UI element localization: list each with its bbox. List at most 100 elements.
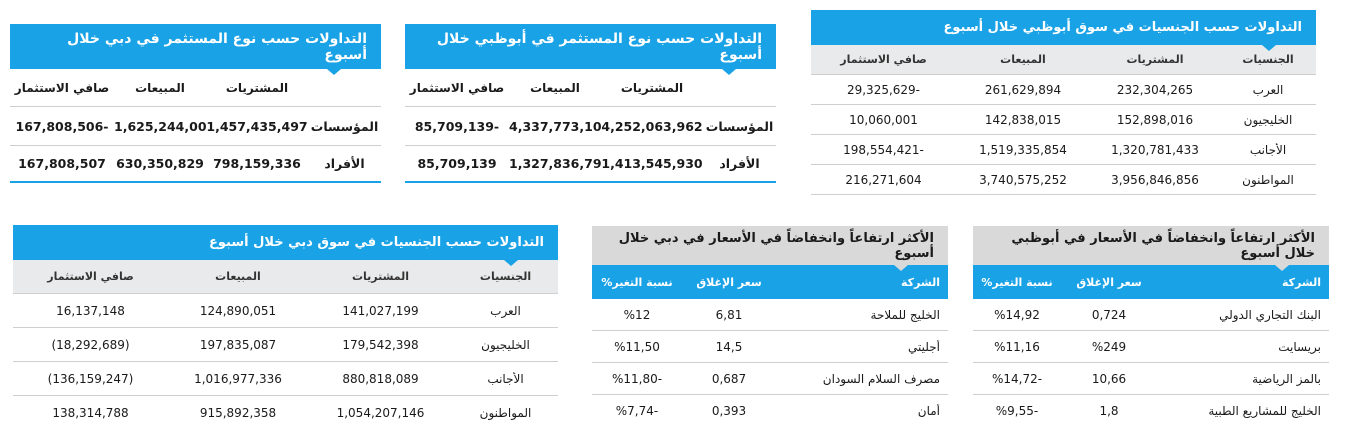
net-cell: 85,709,139: [417, 156, 497, 171]
table-row: أمان 0,393 %7,74-: [592, 395, 948, 427]
col-header: صافي الاستثمار: [14, 80, 110, 95]
table-row: الخليج للملاحة 6,81 %12: [592, 299, 948, 331]
buy-cell: 4,252,063,962: [601, 118, 703, 134]
change-cell: %11,50: [614, 339, 660, 354]
net-cell: 167,808,506-: [15, 118, 109, 134]
change-cell: %9,55-: [995, 404, 1039, 418]
change-cell: %14,92: [994, 307, 1040, 322]
col-header: صافي الاستثمار: [409, 80, 505, 95]
table-title-text: التداولات حسب نوع المستثمر في أبوظبي خلا…: [436, 30, 762, 63]
table-row: الأفراد 798,159,336 630,350,829 167,808,…: [10, 146, 381, 183]
sell-cell: 4,337,773,101: [509, 118, 601, 134]
change-cell: %12: [623, 307, 651, 322]
row-label: المواطنون: [1242, 172, 1294, 187]
table-row: العرب 232,304,265 261,629,894 29,325,629…: [811, 75, 1316, 105]
sell-cell: 261,629,894: [984, 82, 1062, 97]
net-cell: (18,292,689): [51, 337, 130, 352]
table-title-text: التداولات حسب الجنسيات في سوق دبي خلال أ…: [209, 235, 544, 250]
buy-cell: 3,956,846,856: [1111, 172, 1199, 187]
close-cell: 1,8: [1099, 404, 1119, 418]
col-header: المشتريات: [351, 270, 410, 283]
table-title-text: التداولات حسب نوع المستثمر في دبي خلال أ…: [67, 30, 367, 63]
table-title: التداولات حسب الجنسيات في سوق دبي خلال أ…: [13, 225, 558, 266]
table-row: البنك التجاري الدولي 0,724 %14,92: [973, 299, 1329, 331]
col-header: نسبة التغير%: [981, 275, 1053, 289]
company-cell: أمان: [917, 404, 940, 418]
table-row: بالمز الرياضية 10,66 %14,72-: [973, 363, 1329, 395]
sell-cell: 915,892,358: [199, 406, 277, 420]
sell-cell: 630,350,829: [116, 156, 204, 171]
table-header-row: المشتريات المبيعات صافي الاستثمار: [10, 69, 381, 107]
net-cell: 29,325,629-: [846, 82, 921, 97]
change-cell: %11,16: [994, 339, 1040, 354]
col-header: نسبة التغير%: [601, 275, 673, 289]
net-cell: (136,159,247): [47, 371, 134, 386]
buy-cell: 232,304,265: [1116, 82, 1194, 97]
col-header: صافي الاستثمار: [47, 270, 134, 283]
row-label: الأجانب: [1249, 142, 1287, 157]
dubai-investor-table: التداولات حسب نوع المستثمر في دبي خلال أ…: [10, 24, 381, 183]
net-cell: 167,808,507: [18, 156, 106, 171]
sell-cell: 1,327,836,791: [509, 156, 601, 171]
row-label: المؤسسات: [310, 118, 379, 134]
col-header: الجنسيات: [1242, 53, 1294, 66]
dubai-nationality-table: التداولات حسب الجنسيات في سوق دبي خلال أ…: [13, 225, 558, 430]
table-title-text: الأكثر ارتفاعاً وانخفاضاً في الأسعار في …: [618, 230, 934, 261]
table-row: بريسايت %249 %11,16: [973, 331, 1329, 363]
sell-cell: 142,838,015: [984, 112, 1062, 127]
net-cell: 216,271,604: [845, 172, 922, 187]
row-label: المواطنون: [479, 406, 532, 420]
close-cell: 0,687: [711, 371, 747, 386]
col-header: المبيعات: [530, 80, 580, 95]
buy-cell: 1,054,207,146: [336, 406, 425, 420]
net-cell: 85,709,139-: [414, 118, 500, 134]
row-label: العرب: [1252, 82, 1284, 97]
sell-cell: 1,519,335,854: [979, 142, 1067, 157]
buy-cell: 798,159,336: [213, 156, 301, 171]
buy-cell: 1,320,781,433: [1111, 142, 1199, 157]
table-row: الخليجيون 152,898,016 142,838,015 10,060…: [811, 105, 1316, 135]
table-row: المؤسسات 1,457,435,497 1,625,244,003 167…: [10, 107, 381, 146]
col-header: المشتريات: [620, 80, 684, 95]
close-cell: %249: [1091, 339, 1127, 354]
row-label: الأفراد: [719, 156, 760, 171]
table-title: الأكثر ارتفاعاً وانخفاضاً في الأسعار في …: [973, 226, 1329, 271]
col-header: الشركة: [900, 275, 940, 289]
table-row: المواطنون 3,956,846,856 3,740,575,252 21…: [811, 165, 1316, 195]
col-header: المبيعات: [1000, 53, 1046, 66]
company-cell: أجليتي: [908, 339, 940, 354]
col-header: الجنسيات: [479, 270, 532, 283]
col-header: المبيعات: [135, 80, 185, 95]
buy-cell: 141,027,199: [342, 303, 419, 318]
change-cell: %7,74-: [615, 404, 659, 418]
table-row: الأجانب 1,320,781,433 1,519,335,854 198,…: [811, 135, 1316, 165]
table-header-row: الشركة سعر الإغلاق نسبة التغير%: [973, 265, 1329, 299]
row-label: الأفراد: [324, 156, 365, 171]
table-title: التداولات حسب الجنسيات في سوق أبوظبي خلا…: [811, 10, 1316, 51]
company-cell: البنك التجاري الدولي: [1219, 307, 1321, 322]
row-label: المؤسسات: [705, 118, 774, 134]
col-header: المشتريات: [225, 80, 289, 95]
table-title: التداولات حسب نوع المستثمر في أبوظبي خلا…: [405, 24, 776, 75]
table-title: الأكثر ارتفاعاً وانخفاضاً في الأسعار في …: [592, 226, 948, 271]
sell-cell: 197,835,087: [199, 337, 277, 352]
table-row: الخليج للمشاريع الطبية 1,8 %9,55-: [973, 395, 1329, 427]
close-cell: 0,393: [711, 404, 747, 418]
dubai-movers-table: الأكثر ارتفاعاً وانخفاضاً في الأسعار في …: [592, 226, 948, 427]
company-cell: الخليج للمشاريع الطبية: [1208, 404, 1321, 418]
close-cell: 10,66: [1091, 371, 1127, 386]
table-row: الأفراد 1,413,545,930 1,327,836,791 85,7…: [405, 146, 776, 183]
col-header: الشركة: [1281, 275, 1321, 289]
net-cell: 138,314,788: [52, 406, 129, 420]
col-header: صافي الاستثمار: [840, 53, 927, 66]
col-header: المبيعات: [215, 270, 261, 283]
sell-cell: 3,740,575,252: [979, 172, 1067, 187]
close-cell: 14,5: [715, 339, 743, 354]
col-header: المشتريات: [1126, 53, 1184, 66]
abudhabi-movers-table: الأكثر ارتفاعاً وانخفاضاً في الأسعار في …: [973, 226, 1329, 427]
table-row: المواطنون 1,054,207,146 915,892,358 138,…: [13, 396, 558, 430]
company-cell: مصرف السلام السودان: [822, 371, 940, 386]
close-cell: 0,724: [1091, 307, 1127, 322]
sell-cell: 124,890,051: [199, 303, 277, 318]
change-cell: %14,72-: [991, 371, 1043, 386]
